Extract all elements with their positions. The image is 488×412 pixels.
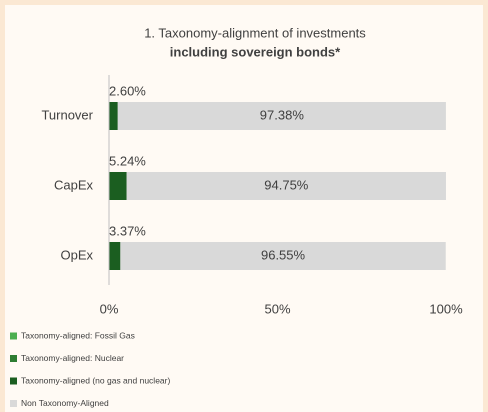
legend-swatch — [10, 377, 17, 385]
legend-label: Non Taxonomy-Aligned — [21, 398, 109, 408]
data-label: 3.37% — [109, 223, 146, 238]
legend-label: Taxonomy-aligned (no gas and nuclear) — [21, 375, 170, 385]
legend-label: Taxonomy-aligned: Nuclear — [21, 353, 124, 363]
bar-segment — [109, 102, 118, 130]
bar-segment — [126, 172, 446, 200]
bar-segment — [120, 242, 446, 270]
bar-segment — [117, 102, 446, 130]
y-tick-label: CapEx — [54, 177, 94, 192]
x-tick-label: 100% — [429, 301, 463, 316]
data-label: 94.75% — [264, 177, 309, 192]
y-tick-label: OpEx — [60, 247, 93, 262]
x-tick-label: 50% — [264, 301, 290, 316]
bar-segment — [109, 242, 121, 270]
chart-title: 1. Taxonomy-alignment of investments — [144, 25, 366, 40]
data-label: 97.38% — [260, 107, 305, 122]
legend-swatch — [10, 332, 17, 340]
legend-label: Taxonomy-aligned: Fossil Gas — [21, 330, 135, 340]
bar-segment — [109, 172, 127, 200]
data-label: 5.24% — [109, 153, 146, 168]
legend-swatch — [10, 400, 17, 407]
data-label: 2.60% — [109, 83, 146, 98]
x-tick-label: 0% — [100, 301, 119, 316]
data-label: 96.55% — [261, 247, 306, 262]
chart-subtitle: including sovereign bonds* — [170, 44, 341, 59]
legend-swatch — [10, 355, 17, 362]
panel — [5, 5, 483, 412]
y-tick-label: Turnover — [41, 107, 93, 122]
